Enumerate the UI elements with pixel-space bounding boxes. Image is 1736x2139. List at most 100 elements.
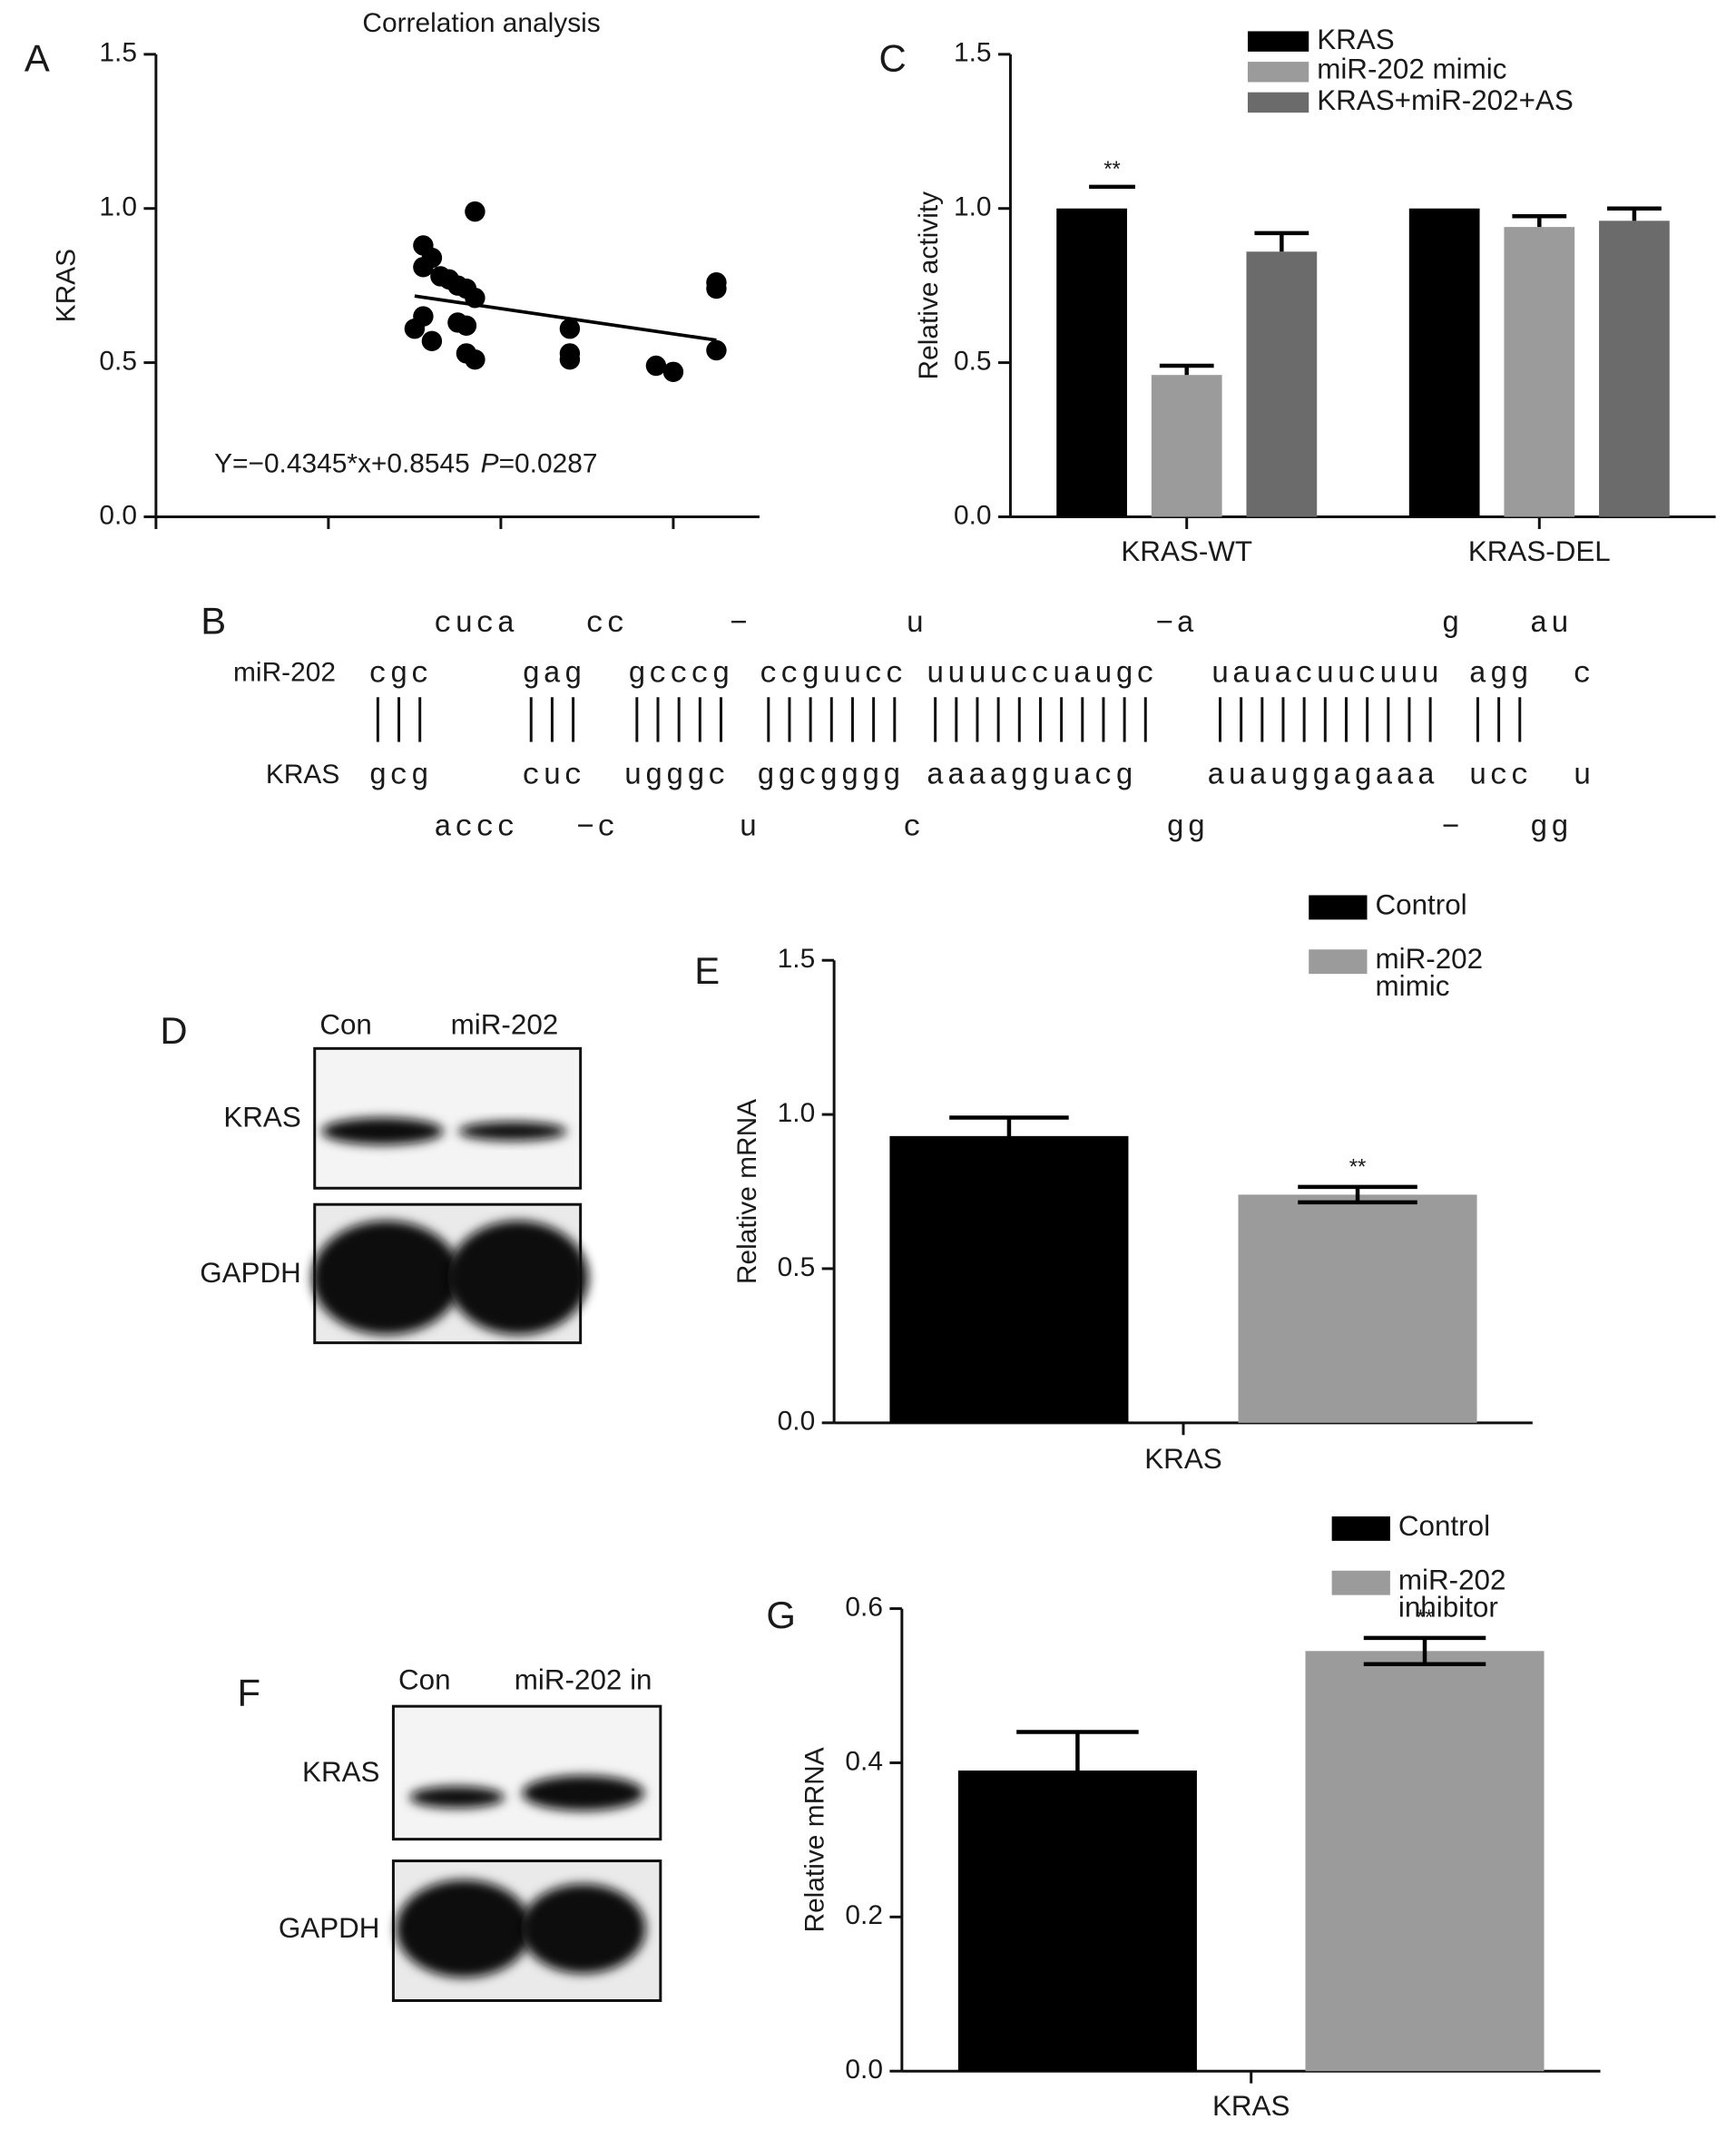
lane-label: miR-202	[451, 1009, 559, 1041]
y-tick-label: 1.5	[99, 38, 137, 68]
blot-band	[396, 1879, 532, 1978]
legend-label: miR-202 mimic	[1317, 56, 1507, 86]
data-point	[404, 319, 426, 339]
sequence-segment: g	[1442, 607, 1463, 641]
bar	[1151, 375, 1222, 517]
blot-band	[447, 1221, 589, 1335]
legend-entry: Control	[1375, 892, 1467, 921]
legend-entry: miR-202 mimic	[1317, 56, 1507, 86]
bar	[1599, 221, 1670, 517]
sequence-segment: uauacuucuuu	[1211, 658, 1443, 692]
y-tick-label: 0.0	[99, 500, 137, 530]
panel-label: C	[878, 36, 906, 79]
legend-swatch	[1309, 895, 1368, 920]
sequence-segment: gg	[1166, 810, 1208, 844]
blot-frame	[391, 1704, 662, 1841]
protein-label: GAPDH	[200, 1257, 301, 1289]
sequence-label: miR-202	[233, 658, 336, 688]
sequence-segment: −	[730, 607, 750, 641]
blot-band	[522, 1775, 644, 1811]
sequence-segment: gcccg	[628, 658, 733, 692]
sequence-segment: c	[903, 810, 924, 844]
sequence-segment: u	[1574, 760, 1594, 793]
y-tick-label: 0.0	[954, 500, 992, 530]
lane-label: miR-202 in	[515, 1664, 652, 1696]
data-point	[662, 361, 684, 383]
y-axis-label: KRAS	[52, 249, 82, 322]
sequence-segment: agg	[1469, 658, 1532, 692]
protein-label: KRAS	[223, 1101, 300, 1133]
sequence-segment: accc	[434, 810, 518, 844]
sequence-segment: u	[906, 607, 927, 641]
sequence-segment: ucc	[1469, 760, 1532, 793]
x-tick-label: KRAS	[1212, 2090, 1290, 2122]
sequence-segment: cuca	[434, 607, 518, 641]
y-tick-label: 0.5	[778, 1252, 816, 1282]
sequence-segment: auauggagaaa	[1207, 760, 1438, 793]
legend-label: Control	[1398, 1513, 1491, 1543]
panel-label: B	[201, 600, 226, 643]
bar	[1246, 251, 1318, 517]
legend-swatch	[1331, 1570, 1390, 1595]
protein-label: KRAS	[302, 1756, 379, 1788]
annotation: Y=−0.4345*x+0.8545 P=0.0287	[214, 449, 597, 479]
data-point	[706, 278, 727, 299]
x-tick-label: KRAS-DEL	[1468, 535, 1611, 567]
bar	[1056, 208, 1127, 517]
sequence-segment: au	[1530, 607, 1572, 641]
y-tick-label: 1.5	[778, 944, 816, 974]
data-point	[645, 355, 667, 377]
bar	[957, 1770, 1197, 2072]
legend-label: Control	[1375, 892, 1467, 921]
sequence-segment: ggcgggg	[757, 760, 904, 793]
bar	[1504, 227, 1575, 517]
significance-label: **	[1103, 157, 1121, 182]
y-tick-label: 0.6	[845, 1592, 883, 1622]
protein-label: GAPDH	[279, 1912, 380, 1944]
blot-band	[458, 1122, 567, 1141]
legend-entry: KRAS	[1317, 26, 1394, 54]
sequence-segment: c	[1574, 658, 1594, 692]
sequence-segment: ccguucc	[760, 658, 907, 692]
trend-line	[414, 294, 717, 342]
significance-label: **	[1349, 1154, 1367, 1179]
p-label: P	[481, 449, 499, 479]
legend-entry: Control	[1398, 1513, 1491, 1543]
panel-label: D	[160, 1009, 187, 1052]
y-tick-label: 1.5	[954, 38, 992, 68]
data-point	[559, 319, 581, 339]
blot-band	[321, 1117, 444, 1145]
legend-entry: miR-202 mimic	[1375, 947, 1483, 1001]
y-tick-label: 1.0	[954, 192, 992, 222]
panel-label: A	[25, 36, 50, 79]
y-tick-label: 0.4	[845, 1746, 883, 1776]
data-point	[465, 348, 485, 370]
data-point	[706, 339, 727, 361]
y-tick-label: 1.0	[778, 1098, 816, 1128]
legend-entry: miR-202 inhibitor	[1398, 1568, 1506, 1623]
sequence-segment: cgc	[369, 658, 432, 692]
bar	[889, 1135, 1129, 1423]
legend-swatch	[1309, 949, 1368, 975]
panel-label: E	[694, 949, 720, 992]
sequence-segment: −a	[1155, 607, 1197, 641]
legend-label: KRAS+miR-202+AS	[1317, 87, 1574, 116]
y-tick-label: 0.5	[99, 346, 137, 376]
bar	[1238, 1194, 1477, 1423]
sequence-segment: cuc	[522, 760, 584, 793]
legend-swatch	[1247, 31, 1309, 52]
data-point	[465, 201, 485, 222]
data-point	[456, 315, 477, 337]
x-tick-label: KRAS	[1144, 1443, 1221, 1475]
sequence-segment: gcg	[369, 760, 432, 793]
lane-label: Con	[398, 1664, 451, 1696]
x-tick-label: KRAS-WT	[1121, 535, 1252, 567]
y-tick-label: 0.5	[954, 346, 992, 376]
blot-frame	[313, 1046, 583, 1190]
chart-title: Correlation analysis	[362, 8, 600, 38]
y-tick-label: 0.0	[845, 2055, 883, 2085]
sequence-segment: aaaagguacg	[927, 760, 1137, 793]
blot-band	[311, 1221, 462, 1335]
